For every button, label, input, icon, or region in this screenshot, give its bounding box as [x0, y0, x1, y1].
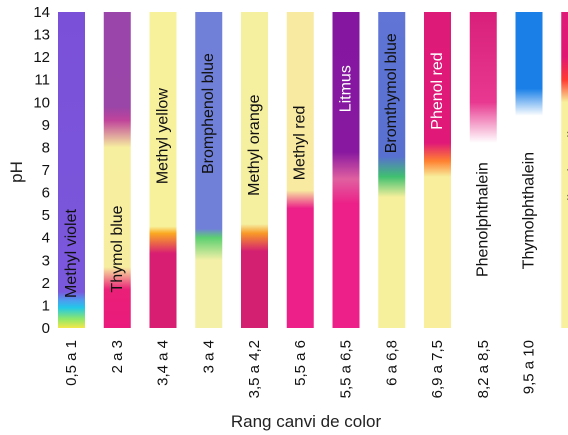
x-tick-label: 6 a 6,8	[383, 340, 400, 386]
bar-bromphenol-blue	[195, 12, 223, 328]
y-tick-label: 4	[42, 230, 50, 247]
y-tick-label: 7	[42, 162, 50, 179]
bar-alizarin-yellow	[561, 12, 568, 328]
indicator-label: Thymol blue	[109, 205, 126, 292]
indicator-label: Thymolphthalein	[521, 152, 538, 269]
indicator-label: Phenol red	[429, 52, 446, 129]
indicator-label: Methyl yellow	[155, 88, 172, 184]
bar-methyl-red	[286, 12, 314, 328]
y-tick-label: 13	[33, 27, 50, 44]
bar-bromthymol-blue	[378, 12, 406, 328]
x-tick-label: 0,5 a 1	[63, 340, 80, 386]
bar-methyl-orange	[241, 12, 268, 328]
x-tick-label: 6,9 a 7,5	[429, 340, 446, 398]
y-tick-label: 10	[33, 94, 50, 111]
x-tick-label: 3 a 4	[200, 340, 217, 373]
x-tick-label: 10,5 a 11	[566, 340, 568, 401]
x-tick-label: 3,4 a 4	[155, 340, 172, 386]
x-tick-label: 9,5 a 10	[521, 340, 538, 394]
y-tick-label: 11	[34, 72, 50, 89]
bar-phenol-red	[424, 12, 451, 328]
x-tick-label: 3,5 a 4,2	[246, 340, 263, 398]
indicator-label: Alizarin yellow	[566, 110, 568, 212]
y-tick-label: 14	[33, 4, 50, 21]
x-tick-label: 5,5 a 6,5	[338, 340, 355, 398]
y-tick-label: 6	[42, 185, 50, 202]
y-tick-label: 9	[42, 117, 50, 134]
y-tick-label: 1	[42, 297, 50, 314]
bar-litmus	[332, 12, 360, 328]
y-tick-label: 5	[42, 207, 50, 224]
indicator-label: Methyl orange	[246, 94, 263, 195]
y-tick-label: 2	[42, 275, 50, 292]
bars: Methyl violet Thymol blue Methyl yellow Bro…	[58, 12, 568, 328]
bar-methyl-violet	[58, 12, 85, 328]
bar-phenolphthalein	[469, 12, 497, 328]
y-tick-label: 12	[33, 49, 50, 66]
indicator-label: Bromphenol blue	[200, 53, 217, 174]
indicator-label: Bromthymol blue	[383, 33, 400, 153]
y-tick-label: 0	[42, 320, 50, 337]
x-axis: 0,5 a 1 2 a 3 3,4 a 4 3 a 4 3,5 a 4,2 5,5 a 6…	[63, 340, 568, 401]
y-tick-label: 8	[42, 139, 50, 156]
y-tick-label: 3	[42, 252, 50, 269]
indicator-label: Methyl violet	[63, 208, 80, 297]
y-axis-title: pH	[7, 161, 26, 183]
indicator-label: Methyl red	[292, 106, 309, 181]
indicator-label: Phenolphthalein	[475, 162, 492, 277]
x-tick-label: 5,5 a 6	[292, 340, 309, 386]
x-tick-label: 2 a 3	[109, 340, 126, 373]
bar-thymol-blue	[103, 12, 131, 328]
bar-thymolphthalein	[515, 12, 543, 328]
bar-methyl-yellow	[149, 12, 177, 328]
x-tick-label: 8,2 a 8,5	[475, 340, 492, 398]
indicator-label: Litmus	[338, 65, 355, 112]
x-axis-title: Rang canvi de color	[231, 412, 382, 431]
